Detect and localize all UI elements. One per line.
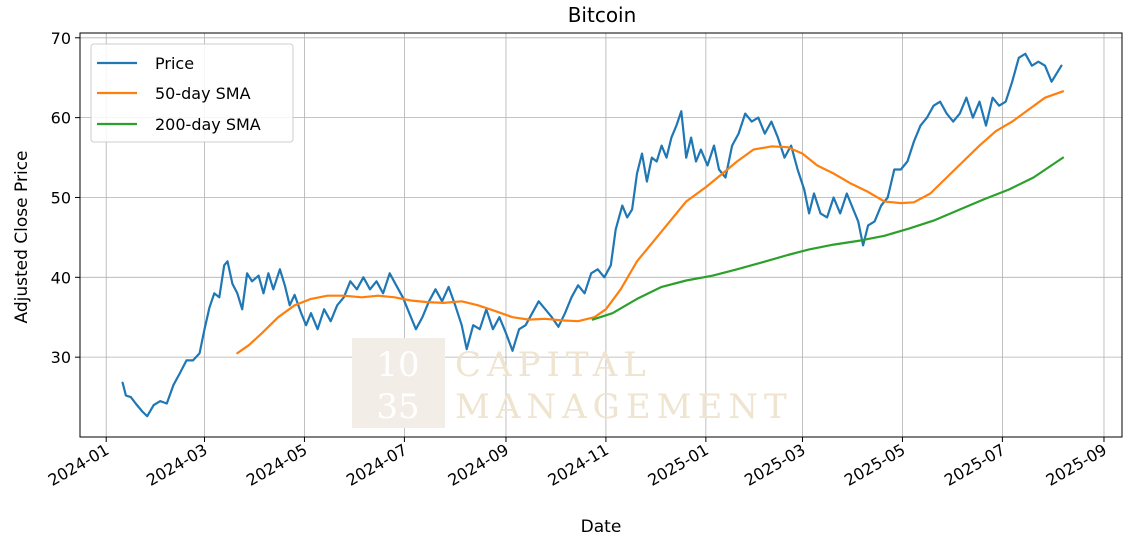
plot-frame bbox=[79, 32, 1123, 438]
legend-label-price: Price bbox=[155, 54, 194, 73]
y-tick-label: 50 bbox=[51, 188, 71, 207]
y-axis-label: Adjusted Close Price bbox=[12, 151, 32, 324]
x-tick-label: 2025-07 bbox=[941, 440, 1008, 490]
watermark: 10 35 CAPITAL MANAGEMENT bbox=[352, 338, 793, 428]
y-tick-label: 70 bbox=[51, 29, 71, 48]
legend-box bbox=[90, 43, 294, 143]
sma50-line bbox=[236, 90, 1065, 355]
x-tick-label: 2024-01 bbox=[45, 440, 112, 490]
watermark-line2: MANAGEMENT bbox=[455, 387, 793, 427]
x-tick-label: 2024-03 bbox=[143, 440, 210, 490]
chart-title: Bitcoin bbox=[568, 3, 637, 27]
watermark-line1: CAPITAL bbox=[455, 345, 652, 385]
x-tick-label: 2025-09 bbox=[1043, 440, 1110, 490]
x-tick-label: 2025-01 bbox=[644, 440, 711, 490]
sma200-line bbox=[591, 156, 1065, 321]
watermark-box-top: 10 bbox=[376, 345, 419, 385]
legend-label-sma200: 200-day SMA bbox=[155, 115, 261, 134]
x-tick-label: 2024-11 bbox=[545, 440, 612, 490]
watermark-logo-box bbox=[352, 338, 445, 428]
grid bbox=[80, 33, 1122, 437]
series-group bbox=[121, 52, 1065, 418]
x-tick-label: 2025-05 bbox=[841, 440, 908, 490]
x-axis-label: Date bbox=[581, 517, 622, 537]
y-tick-label: 40 bbox=[51, 268, 71, 287]
x-tick-label: 2024-09 bbox=[445, 440, 512, 490]
legend-label-sma50: 50-day SMA bbox=[155, 84, 251, 103]
x-tick-label: 2024-05 bbox=[243, 440, 310, 490]
x-tick-label: 2025-03 bbox=[741, 440, 808, 490]
price-line bbox=[121, 52, 1063, 418]
legend: Price 50-day SMA 200-day SMA bbox=[90, 43, 294, 143]
watermark-box-bottom: 35 bbox=[376, 387, 419, 427]
y-tick-label: 30 bbox=[51, 348, 71, 367]
x-tick-label: 2024-07 bbox=[343, 440, 410, 490]
y-tick-label: 60 bbox=[51, 109, 71, 128]
